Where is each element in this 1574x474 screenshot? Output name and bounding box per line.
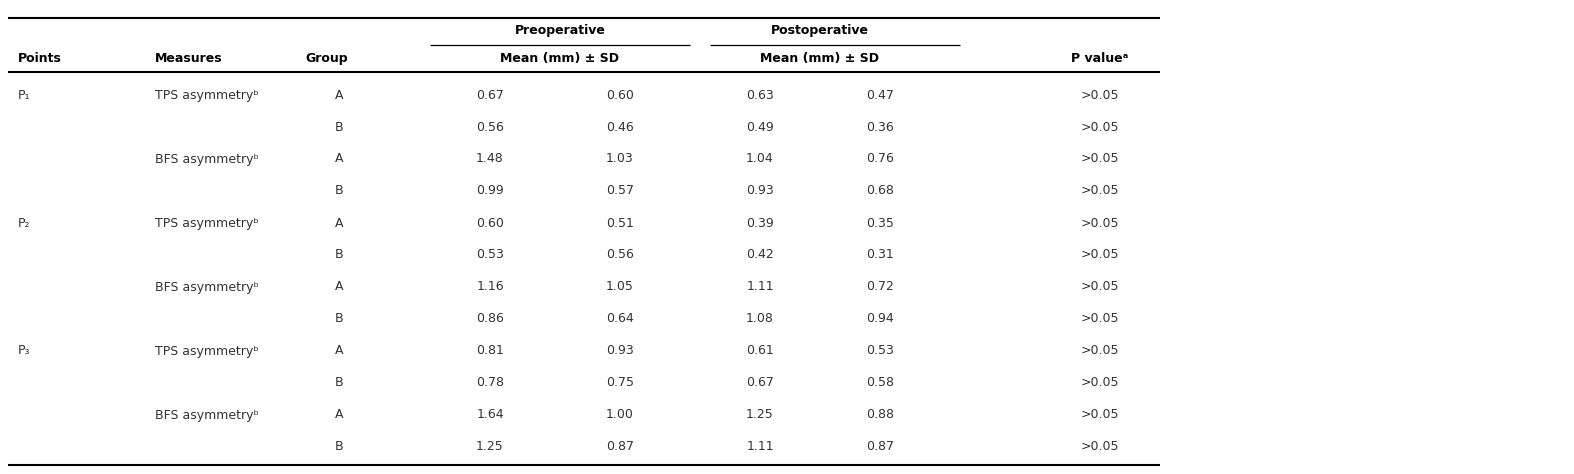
- Text: 0.63: 0.63: [746, 89, 774, 101]
- Text: 0.56: 0.56: [606, 248, 634, 262]
- Text: 1.00: 1.00: [606, 409, 634, 421]
- Text: B: B: [335, 440, 343, 454]
- Text: A: A: [335, 345, 343, 357]
- Text: >0.05: >0.05: [1081, 281, 1119, 293]
- Text: Preoperative: Preoperative: [515, 24, 606, 36]
- Text: 0.99: 0.99: [475, 184, 504, 198]
- Text: 0.36: 0.36: [866, 120, 894, 134]
- Text: 0.53: 0.53: [475, 248, 504, 262]
- Text: 1.03: 1.03: [606, 153, 634, 165]
- Text: BFS asymmetryᵇ: BFS asymmetryᵇ: [154, 409, 258, 421]
- Text: Points: Points: [17, 52, 61, 64]
- Text: Group: Group: [305, 52, 348, 64]
- Text: P₁: P₁: [17, 89, 30, 101]
- Text: 0.87: 0.87: [866, 440, 894, 454]
- Text: BFS asymmetryᵇ: BFS asymmetryᵇ: [154, 153, 258, 165]
- Text: Mean (mm) ± SD: Mean (mm) ± SD: [760, 52, 880, 64]
- Text: B: B: [335, 184, 343, 198]
- Text: A: A: [335, 217, 343, 229]
- Text: >0.05: >0.05: [1081, 120, 1119, 134]
- Text: Postoperative: Postoperative: [771, 24, 869, 36]
- Text: 0.93: 0.93: [606, 345, 634, 357]
- Text: 0.75: 0.75: [606, 376, 634, 390]
- Text: B: B: [335, 376, 343, 390]
- Text: A: A: [335, 153, 343, 165]
- Text: 1.64: 1.64: [477, 409, 504, 421]
- Text: 0.60: 0.60: [606, 89, 634, 101]
- Text: 0.81: 0.81: [475, 345, 504, 357]
- Text: 0.60: 0.60: [475, 217, 504, 229]
- Text: 1.11: 1.11: [746, 281, 774, 293]
- Text: 0.93: 0.93: [746, 184, 774, 198]
- Text: 0.61: 0.61: [746, 345, 774, 357]
- Text: >0.05: >0.05: [1081, 345, 1119, 357]
- Text: >0.05: >0.05: [1081, 312, 1119, 326]
- Text: TPS asymmetryᵇ: TPS asymmetryᵇ: [154, 217, 258, 229]
- Text: >0.05: >0.05: [1081, 153, 1119, 165]
- Text: 0.78: 0.78: [475, 376, 504, 390]
- Text: TPS asymmetryᵇ: TPS asymmetryᵇ: [154, 89, 258, 101]
- Text: 0.35: 0.35: [866, 217, 894, 229]
- Text: 0.58: 0.58: [866, 376, 894, 390]
- Text: B: B: [335, 312, 343, 326]
- Text: 1.16: 1.16: [477, 281, 504, 293]
- Text: >0.05: >0.05: [1081, 440, 1119, 454]
- Text: B: B: [335, 120, 343, 134]
- Text: 0.64: 0.64: [606, 312, 634, 326]
- Text: 1.11: 1.11: [746, 440, 774, 454]
- Text: 0.94: 0.94: [866, 312, 894, 326]
- Text: P₂: P₂: [17, 217, 30, 229]
- Text: BFS asymmetryᵇ: BFS asymmetryᵇ: [154, 281, 258, 293]
- Text: >0.05: >0.05: [1081, 248, 1119, 262]
- Text: P valueᵃ: P valueᵃ: [1072, 52, 1129, 64]
- Text: 1.04: 1.04: [746, 153, 774, 165]
- Text: 1.25: 1.25: [475, 440, 504, 454]
- Text: >0.05: >0.05: [1081, 184, 1119, 198]
- Text: 0.47: 0.47: [866, 89, 894, 101]
- Text: 1.08: 1.08: [746, 312, 774, 326]
- Text: 0.76: 0.76: [866, 153, 894, 165]
- Text: 0.72: 0.72: [866, 281, 894, 293]
- Text: 1.05: 1.05: [606, 281, 634, 293]
- Text: Mean (mm) ± SD: Mean (mm) ± SD: [501, 52, 620, 64]
- Text: 0.86: 0.86: [475, 312, 504, 326]
- Text: 0.31: 0.31: [866, 248, 894, 262]
- Text: 0.53: 0.53: [866, 345, 894, 357]
- Text: 0.88: 0.88: [866, 409, 894, 421]
- Text: >0.05: >0.05: [1081, 217, 1119, 229]
- Text: Measures: Measures: [154, 52, 222, 64]
- Text: TPS asymmetryᵇ: TPS asymmetryᵇ: [154, 345, 258, 357]
- Text: 0.46: 0.46: [606, 120, 634, 134]
- Text: 1.25: 1.25: [746, 409, 774, 421]
- Text: 0.68: 0.68: [866, 184, 894, 198]
- Text: 0.67: 0.67: [746, 376, 774, 390]
- Text: A: A: [335, 409, 343, 421]
- Text: 0.67: 0.67: [475, 89, 504, 101]
- Text: 0.51: 0.51: [606, 217, 634, 229]
- Text: B: B: [335, 248, 343, 262]
- Text: 0.49: 0.49: [746, 120, 774, 134]
- Text: P₃: P₃: [17, 345, 30, 357]
- Text: 0.56: 0.56: [475, 120, 504, 134]
- Text: >0.05: >0.05: [1081, 409, 1119, 421]
- Text: 0.39: 0.39: [746, 217, 774, 229]
- Text: A: A: [335, 89, 343, 101]
- Text: 0.57: 0.57: [606, 184, 634, 198]
- Text: 0.42: 0.42: [746, 248, 774, 262]
- Text: >0.05: >0.05: [1081, 376, 1119, 390]
- Text: >0.05: >0.05: [1081, 89, 1119, 101]
- Text: A: A: [335, 281, 343, 293]
- Text: 1.48: 1.48: [475, 153, 504, 165]
- Text: 0.87: 0.87: [606, 440, 634, 454]
